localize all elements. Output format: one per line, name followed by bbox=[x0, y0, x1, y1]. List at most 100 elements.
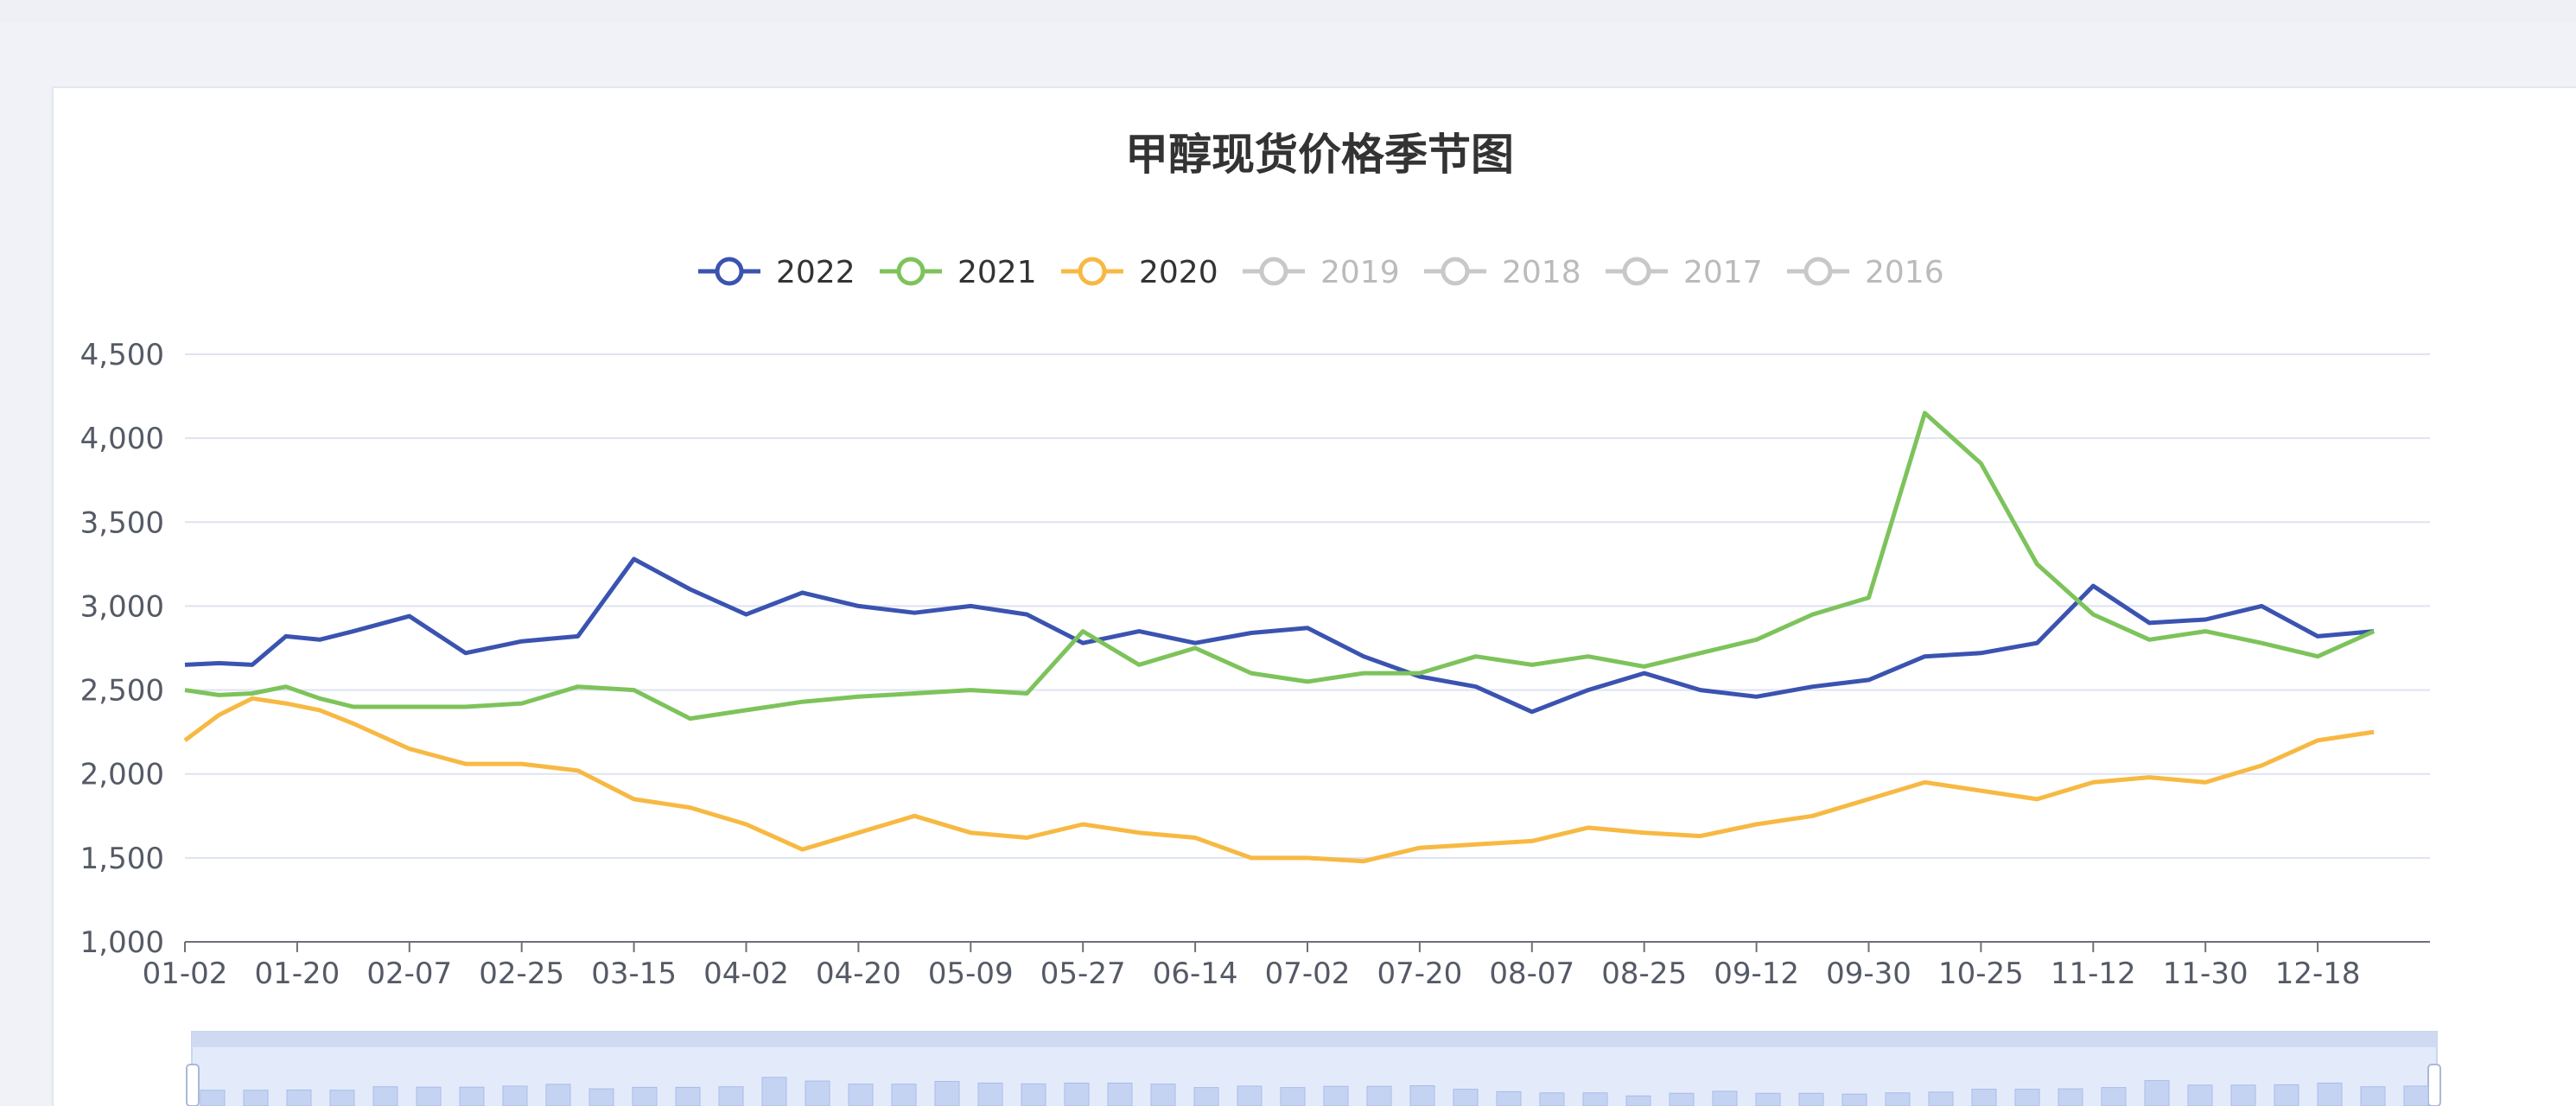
zoom-preview-bar bbox=[632, 1086, 658, 1106]
y-axis: 1,000 1,500 2,000 2,500 3,000 3,500 4,000 4,500 bbox=[80, 338, 164, 960]
y-tick-label: 1,500 bbox=[80, 842, 164, 876]
zoom-preview-bar bbox=[761, 1077, 787, 1106]
zoom-preview-bar bbox=[2360, 1086, 2386, 1106]
series-line-2020[interactable] bbox=[183, 696, 2375, 864]
x-tick-label: 11-30 bbox=[2163, 957, 2248, 991]
zoom-preview-bar bbox=[243, 1090, 269, 1106]
zoom-preview-bar bbox=[1280, 1087, 1306, 1106]
legend-label: 2018 bbox=[1502, 255, 1581, 290]
legend-item-2016[interactable]: 2016 bbox=[1787, 255, 1944, 290]
top-bar bbox=[0, 0, 2576, 22]
zoom-preview-bar bbox=[459, 1086, 485, 1106]
y-tick-label: 1,000 bbox=[80, 925, 164, 960]
y-tick-label: 4,500 bbox=[80, 338, 164, 372]
zoom-preview-bar bbox=[1064, 1082, 1090, 1106]
zoom-preview-bar bbox=[1885, 1092, 1911, 1106]
legend-item-2017[interactable]: 2017 bbox=[1606, 255, 1763, 290]
zoom-preview-bar bbox=[2403, 1085, 2429, 1106]
x-tick-label: 12-18 bbox=[2275, 957, 2361, 991]
zoom-preview-bar bbox=[2058, 1088, 2083, 1106]
series-line-2021[interactable] bbox=[184, 410, 2376, 721]
legend-item-2018[interactable]: 2018 bbox=[1424, 255, 1581, 290]
legend-label: 2017 bbox=[1683, 255, 1763, 290]
zoom-preview-bar bbox=[1582, 1092, 1608, 1106]
zoom-preview-bar bbox=[1496, 1090, 1522, 1106]
x-tick-label: 09-12 bbox=[1714, 957, 1799, 991]
x-tick-label: 07-02 bbox=[1265, 957, 1351, 991]
zoom-preview-bar bbox=[1237, 1085, 1263, 1106]
chart-card bbox=[52, 86, 2576, 1106]
zoom-preview-bar bbox=[1798, 1092, 1824, 1106]
x-tick-label: 02-07 bbox=[366, 957, 452, 991]
zoom-preview-bar bbox=[934, 1081, 960, 1106]
zoom-preview-bar bbox=[977, 1082, 1003, 1106]
zoom-preview-bar bbox=[1193, 1087, 1219, 1106]
zoom-preview-bar bbox=[891, 1084, 917, 1106]
zoom-preview-bar bbox=[1150, 1084, 1176, 1106]
zoom-preview-bar bbox=[1928, 1091, 1954, 1106]
zoom-preview-bar bbox=[1971, 1089, 1997, 1106]
chart-title: 甲醇现货价格季节图 bbox=[1125, 130, 1514, 180]
zoom-handle-right[interactable] bbox=[2427, 1064, 2441, 1106]
zoom-preview-bar bbox=[545, 1084, 571, 1106]
x-tick-label: 03-15 bbox=[591, 957, 677, 991]
zoom-preview-bar bbox=[329, 1090, 355, 1106]
legend-item-2021[interactable]: 2021 bbox=[880, 255, 1037, 290]
zoom-handle-left[interactable] bbox=[186, 1064, 200, 1106]
zoom-preview-bar bbox=[1107, 1082, 1133, 1106]
legend-label: 2022 bbox=[776, 255, 855, 290]
zoom-preview-bar bbox=[2144, 1080, 2170, 1106]
legend-item-2019[interactable]: 2019 bbox=[1243, 255, 1400, 290]
y-tick-label: 2,500 bbox=[80, 674, 164, 709]
series-group bbox=[183, 410, 2376, 864]
zoom-preview-bar bbox=[1409, 1085, 1435, 1106]
zoom-preview-bar bbox=[1366, 1085, 1392, 1106]
x-tick-label: 04-02 bbox=[703, 957, 789, 991]
zoom-preview-bar bbox=[2230, 1084, 2256, 1106]
zoom-preview-bar bbox=[2187, 1084, 2213, 1106]
zoom-preview-bar bbox=[502, 1085, 528, 1106]
data-zoom[interactable] bbox=[186, 1031, 2441, 1106]
x-tick-label: 06-14 bbox=[1153, 957, 1238, 991]
zoom-preview-bar bbox=[286, 1089, 312, 1106]
x-tick-label: 10-25 bbox=[1938, 957, 2024, 991]
y-tick-label: 4,000 bbox=[80, 422, 164, 456]
zoom-preview-bar bbox=[1323, 1085, 1349, 1106]
x-tick-label: 08-25 bbox=[1601, 957, 1687, 991]
legend-item-2022[interactable]: 2022 bbox=[698, 255, 855, 290]
zoom-preview-bar bbox=[718, 1086, 744, 1106]
x-tick-label: 01-02 bbox=[143, 957, 228, 991]
zoom-preview-bar bbox=[1539, 1092, 1565, 1106]
zoom-preview-bar bbox=[372, 1086, 398, 1106]
zoom-preview-bar bbox=[805, 1080, 830, 1106]
x-tick-label: 09-30 bbox=[1826, 957, 1911, 991]
zoom-preview-bar bbox=[1625, 1095, 1651, 1106]
legend-label: 2016 bbox=[1865, 255, 1944, 290]
zoom-preview-bar bbox=[588, 1088, 614, 1106]
y-tick-label: 3,000 bbox=[80, 589, 164, 624]
grid-lines bbox=[185, 353, 2430, 859]
legend-label: 2021 bbox=[957, 255, 1037, 290]
x-tick-label: 01-20 bbox=[255, 957, 340, 991]
series-line-2022[interactable] bbox=[184, 556, 2375, 715]
legend-label: 2020 bbox=[1139, 255, 1218, 290]
zoom-preview-bar bbox=[1453, 1089, 1479, 1106]
zoom-preview-bar bbox=[2014, 1089, 2040, 1106]
zoom-preview-bar bbox=[1669, 1092, 1695, 1106]
x-tick-label: 05-09 bbox=[928, 957, 1014, 991]
zoom-preview-bar bbox=[1755, 1092, 1781, 1106]
y-tick-label: 2,000 bbox=[80, 758, 164, 792]
legend-item-2020[interactable]: 2020 bbox=[1061, 255, 1218, 290]
zoom-preview-bar bbox=[2274, 1084, 2299, 1106]
x-tick-label: 04-20 bbox=[816, 957, 901, 991]
x-tick-label: 05-27 bbox=[1040, 957, 1126, 991]
x-tick-label: 07-20 bbox=[1377, 957, 1463, 991]
zoom-preview-bar bbox=[2101, 1087, 2127, 1106]
zoom-preview-bar bbox=[200, 1090, 226, 1106]
zoom-preview-bar bbox=[675, 1086, 701, 1106]
zoom-preview-bar bbox=[416, 1086, 442, 1106]
legend-label: 2019 bbox=[1320, 255, 1400, 290]
x-axis: 01-02 01-20 02-07 02-25 03-15 04-02 04-20 05-09… bbox=[143, 941, 2430, 991]
zoom-preview-bar bbox=[2317, 1082, 2343, 1106]
zoom-top-bar[interactable] bbox=[192, 1032, 2437, 1047]
